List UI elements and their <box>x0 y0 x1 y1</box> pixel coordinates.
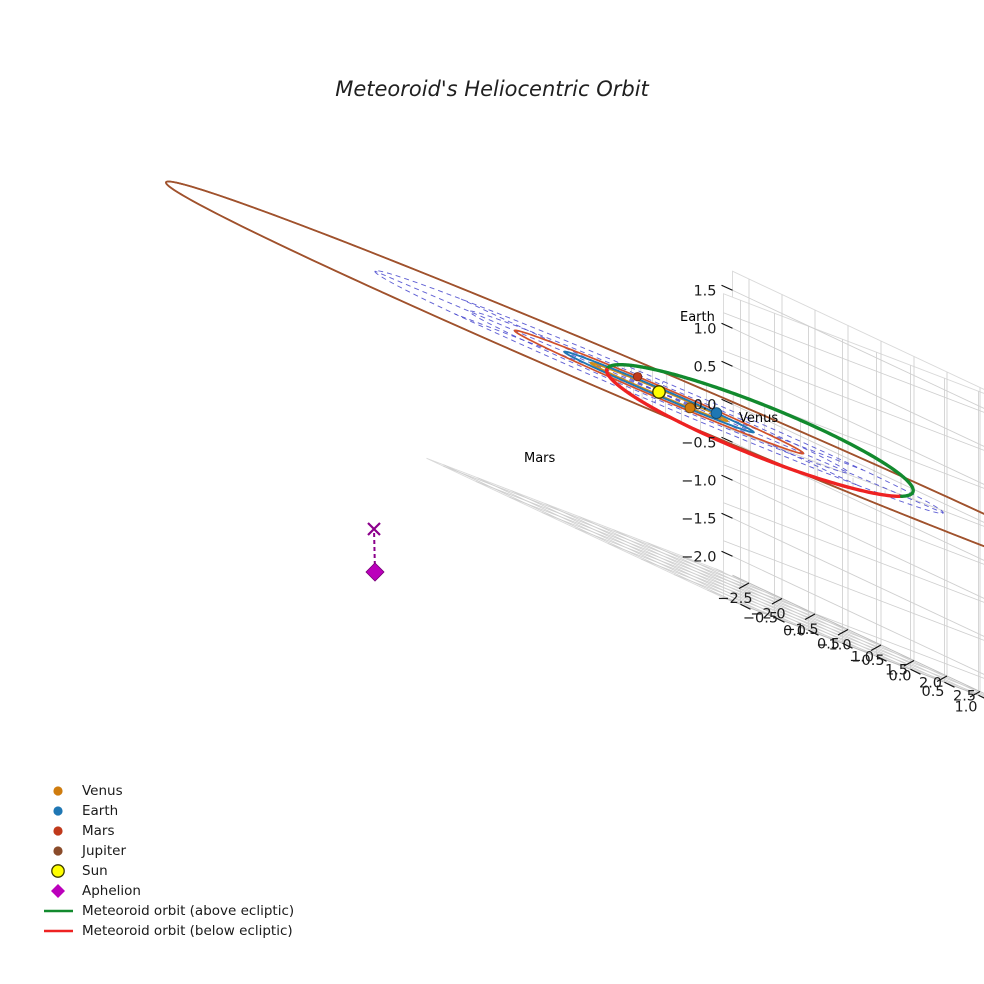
sun-marker <box>652 385 666 399</box>
z-tick-label: 0.5 <box>693 359 716 375</box>
earth-marker <box>710 407 723 419</box>
z-tick-label: −1.5 <box>681 511 716 527</box>
z-tick-label: 1.0 <box>693 321 716 337</box>
legend-item[interactable]: Aphelion <box>51 883 141 899</box>
legend-item[interactable]: Venus <box>53 783 123 799</box>
z-tick-label: 1.5 <box>693 283 716 299</box>
x-tick-label: −1.5 <box>783 622 818 638</box>
z-tick-label: 0.0 <box>693 397 716 413</box>
venus-label: Venus <box>739 411 778 426</box>
legend-dot-icon <box>53 846 63 856</box>
legend-diamond-icon <box>51 884 65 898</box>
legend-dot-icon <box>53 826 63 836</box>
x-tick-label: 0.5 <box>921 684 944 700</box>
x-tick-label: −0.5 <box>849 653 884 669</box>
z-tick-label: −1.0 <box>681 473 716 489</box>
legend-item[interactable]: Meteoroid orbit (below ecliptic) <box>44 923 293 939</box>
aphelion-marker <box>365 562 385 582</box>
planet-orbits <box>165 180 984 548</box>
legend-item-label: Aphelion <box>82 883 141 899</box>
y-tick-label: 2.0 <box>919 675 942 691</box>
legend-item-label: Venus <box>82 783 123 799</box>
x-tick-label: 0.0 <box>888 669 911 685</box>
legend-dot-icon <box>53 786 63 796</box>
y-tick-label: 1.5 <box>885 662 908 678</box>
legend-item-label: Earth <box>82 803 118 819</box>
x-tick-label: −2.5 <box>717 591 752 607</box>
page-title: Meteoroid's Heliocentric Orbit <box>335 77 649 101</box>
legend-item-label: Sun <box>82 863 108 879</box>
legend-item-label: Mars <box>82 823 115 839</box>
legend-dot-icon <box>53 806 63 816</box>
mars-marker <box>632 372 643 382</box>
axes-panes <box>426 270 984 698</box>
x-tick-label: 1.0 <box>954 700 977 716</box>
z-tick-label: −0.5 <box>681 435 716 451</box>
x-tick-label: −2.0 <box>750 607 785 623</box>
legend: Venus Earth Mars Jupiter Sun Aphelion Meteoroi… <box>44 783 294 939</box>
z-tick-label: −2.0 <box>681 549 716 565</box>
mars-label: Mars <box>524 451 556 466</box>
y-tick-label: 0.5 <box>817 636 840 652</box>
y-tick-label: −0.5 <box>743 610 778 626</box>
legend-item[interactable]: Jupiter <box>53 843 126 859</box>
earth-label: Earth <box>680 310 715 325</box>
legend-item[interactable]: Earth <box>53 803 118 819</box>
legend-item[interactable]: Mars <box>53 823 115 839</box>
body-markers: Earth Venus Mars <box>365 310 778 582</box>
legend-item[interactable]: Sun <box>51 863 108 879</box>
legend-item-label: Jupiter <box>81 843 126 859</box>
legend-item[interactable]: Meteoroid orbit (above ecliptic) <box>44 903 294 919</box>
aphelion-projection-x-icon <box>367 522 381 536</box>
x-tick-label: −1.0 <box>816 638 851 654</box>
legend-sun-icon <box>51 864 65 878</box>
y-tick-label: 0.0 <box>783 623 806 639</box>
axis-tick-labels: 1.51.00.50.0−0.5−1.0−1.5−2.0−2.5−2.0−1.5… <box>681 283 977 716</box>
jupiter-orbit <box>165 180 984 548</box>
legend-item-label: Meteoroid orbit (above ecliptic) <box>82 903 294 919</box>
y-tick-label: 2.5 <box>953 688 976 704</box>
meteoroid-orbit <box>605 362 915 499</box>
y-tick-label: 1.0 <box>851 649 874 665</box>
venus-marker <box>684 402 696 414</box>
legend-item-label: Meteoroid orbit (below ecliptic) <box>82 923 293 939</box>
